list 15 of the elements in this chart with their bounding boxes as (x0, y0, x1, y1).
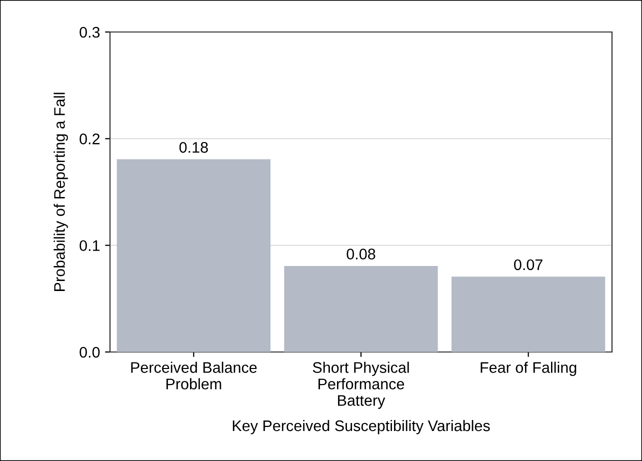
y-tick-label: 0.1 (80, 240, 100, 252)
data-label: 0.08 (346, 248, 376, 260)
y-axis-title: Probability of Reporting a Fall (54, 92, 68, 291)
bar (284, 266, 438, 352)
bar (116, 159, 270, 352)
x-tick-label: Fear of Falling (480, 362, 576, 376)
x-axis-title: Key Perceived Susceptibility Variables (232, 420, 490, 434)
x-tick-label: Perceived Balance Problem (131, 362, 257, 390)
y-tick-label: 0.0 (80, 346, 100, 358)
bar (452, 276, 606, 352)
y-tick-label: 0.3 (80, 26, 100, 38)
x-tick-label: Short Physical Performance Battery (312, 362, 409, 409)
data-label: 0.18 (179, 142, 208, 153)
data-label: 0.07 (514, 259, 542, 270)
y-tick-label: 0.2 (80, 134, 100, 144)
